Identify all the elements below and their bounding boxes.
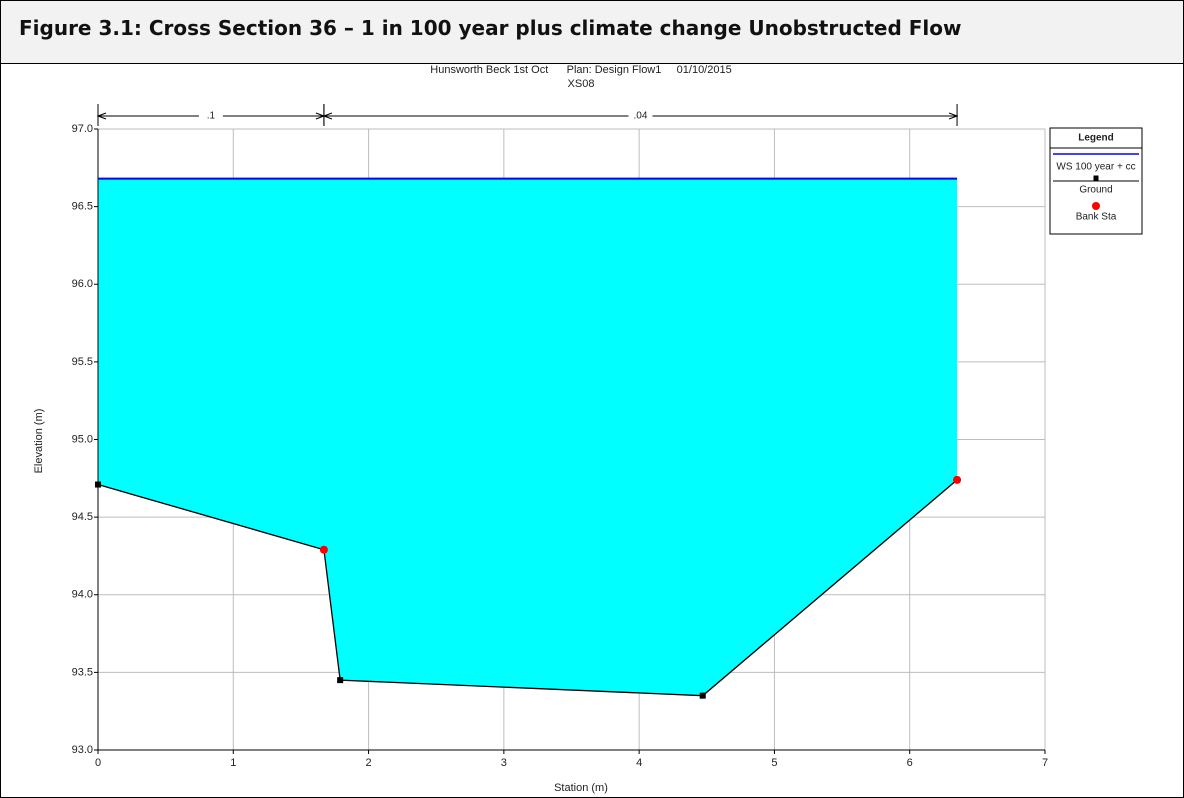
x-tick-label: 3	[501, 757, 507, 769]
ground-point	[95, 481, 101, 488]
chart: Hunsworth Beck 1st Oct Plan: Design Flow…	[33, 64, 1143, 794]
x-tick-label: 1	[230, 757, 236, 769]
legend: Legend WS 100 year + cc Ground Bank Sta	[1049, 127, 1143, 235]
x-tick-label: 7	[1042, 757, 1048, 769]
y-tick-label: 95.5	[72, 356, 93, 368]
legend-label: Bank Sta	[1076, 212, 1117, 223]
y-tick-label: 96.0	[72, 278, 93, 290]
chart-subtitle: XS08	[568, 78, 595, 90]
bracket-arrow	[322, 112, 333, 120]
bracket-label-bg	[198, 110, 223, 122]
y-tick-label: 94.0	[72, 589, 93, 601]
figure-header: Figure 3.1: Cross Section 36 – 1 in 100 …	[1, 1, 1183, 64]
ground-point	[699, 692, 706, 699]
legend-label: Ground	[1079, 185, 1112, 196]
y-axis-label: Elevation (m)	[33, 409, 45, 474]
bracket-label-bg	[628, 110, 653, 122]
y-tick-label: 95.0	[72, 433, 93, 445]
bank-station	[953, 475, 962, 484]
ground-point	[337, 677, 344, 684]
y-tick-label: 96.5	[72, 201, 93, 213]
x-tick-label: 4	[636, 757, 642, 769]
x-tick-label: 5	[771, 757, 777, 769]
bracket-label: .04	[634, 111, 648, 122]
legend-swatch	[1093, 175, 1099, 181]
figure-title: Figure 3.1: Cross Section 36 – 1 in 100 …	[19, 16, 962, 40]
legend-title: Legend	[1078, 133, 1114, 144]
bracket-arrow	[96, 112, 107, 120]
water-fill	[98, 178, 958, 696]
y-tick-label: 97.0	[72, 123, 93, 135]
x-tick-label: 0	[95, 757, 101, 769]
y-tick-label: 94.5	[72, 511, 93, 523]
legend-label: WS 100 year + cc	[1056, 162, 1135, 173]
chart-title: Hunsworth Beck 1st Oct Plan: Design Flow…	[430, 64, 731, 76]
bracket-label: .1	[207, 111, 216, 122]
y-tick-label: 93.5	[72, 666, 93, 678]
x-tick-label: 2	[366, 757, 372, 769]
legend-swatch	[1092, 202, 1100, 210]
y-tick-label: 93.0	[72, 744, 93, 756]
x-tick-label: 6	[907, 757, 913, 769]
bracket-arrow	[948, 112, 959, 120]
bank-station	[319, 545, 328, 554]
x-axis-label: Station (m)	[554, 782, 608, 794]
